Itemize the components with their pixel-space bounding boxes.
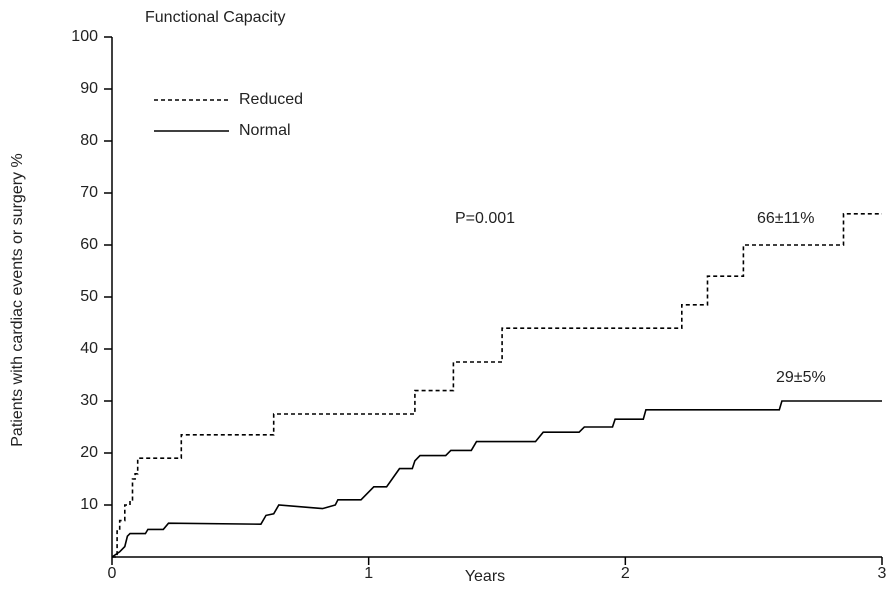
annotation: 66±11%	[757, 210, 814, 227]
chart-title: Functional Capacity	[145, 9, 286, 26]
legend-label: Normal	[239, 122, 291, 139]
series-line	[111, 400, 882, 558]
y-tick-label: 30	[80, 392, 98, 409]
y-tick-label: 20	[80, 444, 98, 461]
annotation: 29±5%	[776, 369, 826, 386]
x-tick-label: 1	[364, 565, 373, 582]
legend-label: Reduced	[239, 91, 303, 108]
series-line	[112, 213, 882, 558]
x-axis-label: Years	[465, 568, 505, 585]
y-tick-label: 40	[80, 340, 98, 357]
annotation: P=0.001	[455, 210, 515, 227]
x-tick-label: 2	[621, 565, 630, 582]
y-tick-label: 70	[80, 184, 98, 201]
x-tick-label: 0	[108, 565, 117, 582]
y-tick-label: 50	[80, 288, 98, 305]
y-tick-label: 60	[80, 236, 98, 253]
y-axis-label: Patients with cardiac events or surgery …	[9, 153, 26, 446]
y-tick-label: 80	[80, 132, 98, 149]
y-tick-label: 100	[71, 28, 98, 45]
y-tick-label: 90	[80, 80, 98, 97]
y-tick-label: 10	[80, 496, 98, 513]
x-tick-label: 3	[878, 565, 887, 582]
